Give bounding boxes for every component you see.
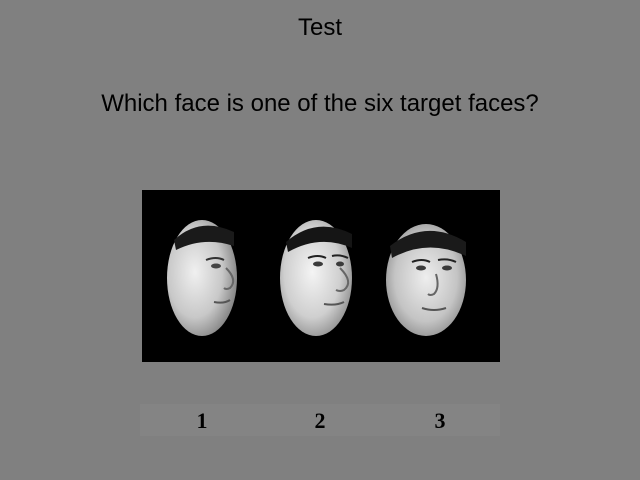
face-stimulus-panel	[142, 190, 500, 362]
question-text: Which face is one of the six target face…	[101, 90, 539, 117]
face-image-2[interactable]	[278, 216, 358, 338]
choice-bar: 1 2 3	[140, 404, 500, 436]
page-title: Test	[297, 14, 342, 41]
choice-option-2[interactable]: 2	[314, 408, 326, 433]
face-image-1[interactable]	[164, 216, 244, 338]
choice-option-3[interactable]: 3	[434, 408, 446, 433]
choice-option-1[interactable]: 1	[196, 408, 208, 433]
face-image-3[interactable]	[384, 220, 470, 338]
